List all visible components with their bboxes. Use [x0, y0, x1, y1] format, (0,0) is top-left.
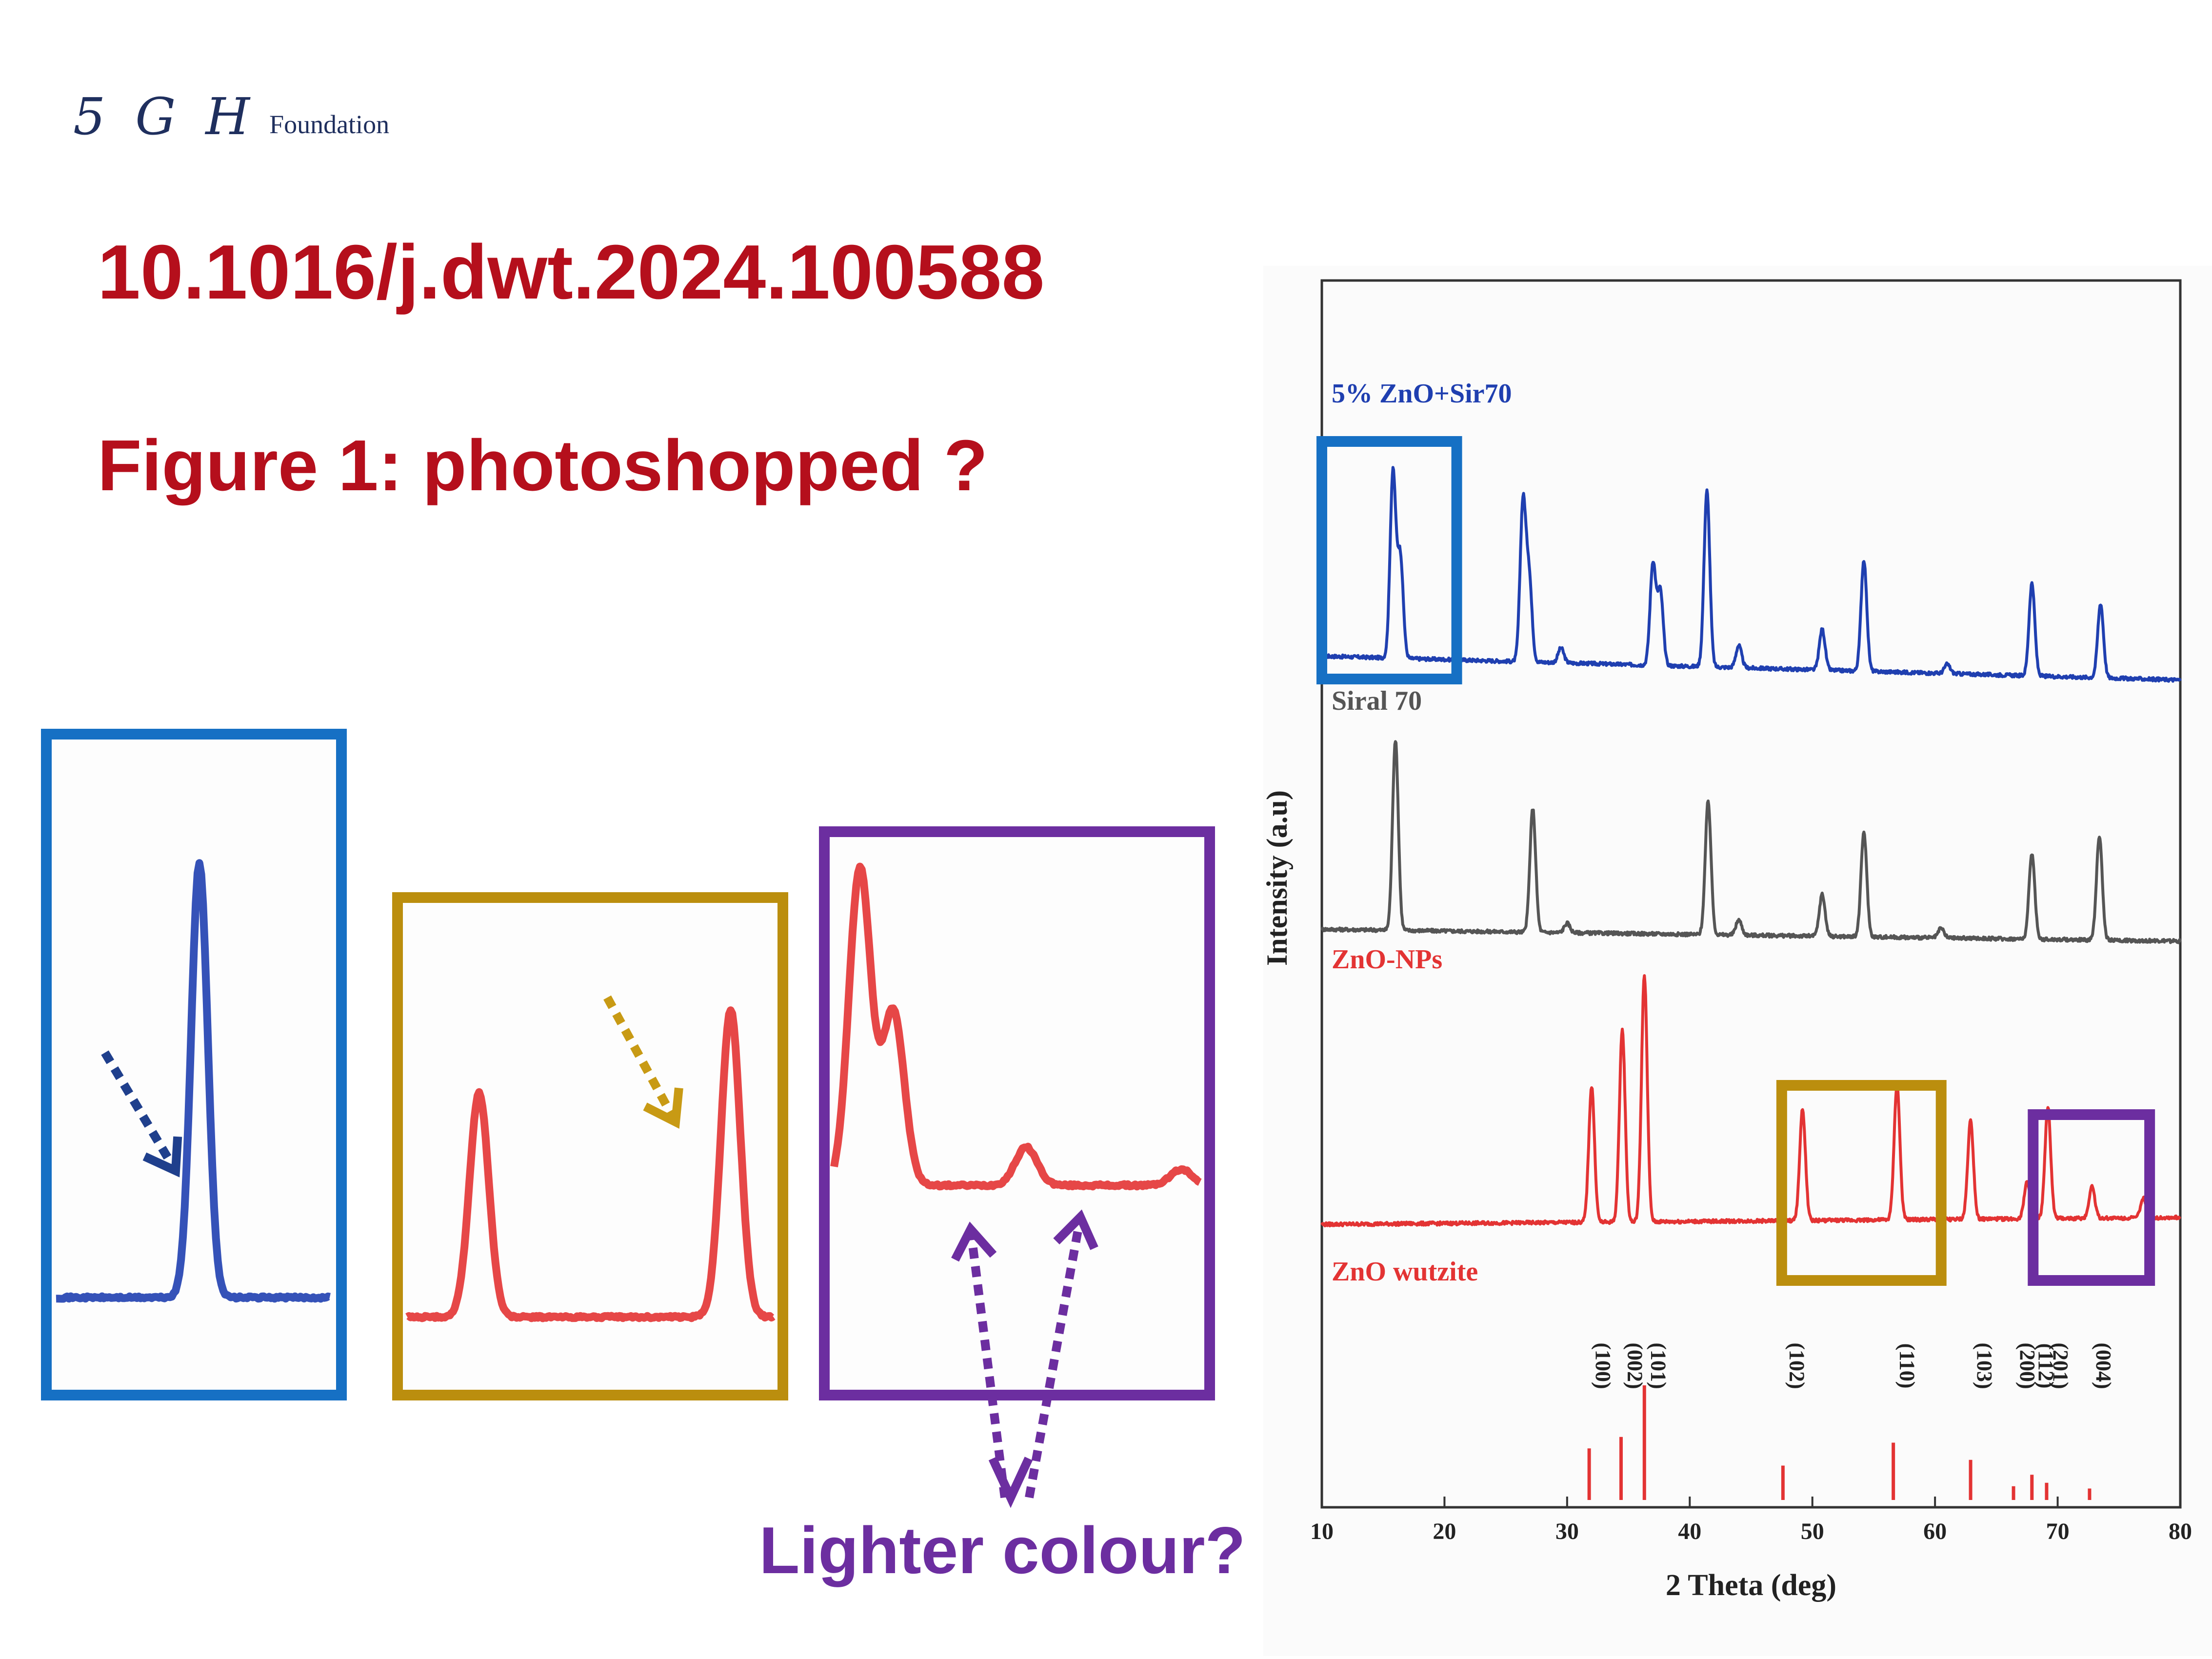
highlight-box-gold: [1776, 1080, 1947, 1286]
x-tick-label: 30: [1555, 1519, 1579, 1544]
hkl-label: (201): [2049, 1342, 2073, 1389]
series-label: 5% ZnO+Sir70: [1332, 379, 1512, 409]
logo-mark: 5 G H: [73, 87, 257, 146]
hkl-label: (103): [1973, 1342, 1996, 1389]
chart-background: [1263, 266, 2212, 1656]
zoom-line-purple: [830, 862, 1202, 1191]
hkl-label: (102): [1785, 1342, 1809, 1389]
purple-arrow-right-head: [1053, 1209, 1098, 1250]
hkl-label: (200): [2015, 1342, 2039, 1389]
x-tick-label: 10: [1310, 1519, 1334, 1544]
gold-arrow-head: [643, 1087, 683, 1129]
hkl-label: (002): [1623, 1342, 1647, 1389]
series-label: ZnO-NPs: [1332, 944, 1442, 975]
hkl-label: (101): [1646, 1342, 1670, 1389]
highlight-box-blue: [1316, 436, 1462, 684]
purple-arrow-left-shaft: [966, 1228, 1009, 1499]
series-line-siral70: [1320, 740, 2182, 944]
plot-frame: [1320, 279, 2182, 1509]
x-tick-label: 60: [1923, 1519, 1947, 1544]
x-axis-label: 2 Theta (deg): [1666, 1569, 1836, 1602]
purple-arrow-right-shaft: [1025, 1216, 1085, 1499]
blue-arrow-head: [142, 1136, 182, 1178]
figure-title: Figure 1: photoshopped ?: [98, 425, 988, 506]
highlight-box-purple: [2028, 1109, 2155, 1286]
doi-title: 10.1016/j.dwt.2024.100588: [98, 229, 1045, 315]
logo: 5 G H Foundation: [73, 78, 389, 146]
x-tick-label: 70: [2046, 1519, 2070, 1544]
blue-arrow-shaft: [101, 1050, 179, 1173]
hkl-label: (110): [1895, 1343, 1919, 1389]
series-line-zno-sir70: [1321, 466, 2182, 683]
gold-arrow-shaft: [603, 995, 679, 1124]
x-tick-label: 50: [1801, 1519, 1824, 1544]
hkl-label: (112): [2034, 1343, 2058, 1389]
zoom-line-blue: [54, 859, 332, 1303]
x-tick-label: 40: [1678, 1519, 1701, 1544]
series-label: Siral 70: [1332, 686, 1422, 716]
logo-text: Foundation: [269, 110, 390, 139]
callout-text: Lighter colour?: [759, 1513, 1245, 1587]
purple-arrow-left-head: [951, 1221, 997, 1262]
zoom-panel-gold: [392, 892, 788, 1400]
y-axis-label: Intensity (a.u): [1261, 790, 1293, 966]
purple-arrow-tail: [988, 1457, 1033, 1508]
x-tick-label: 20: [1433, 1519, 1456, 1544]
zoom-panel-blue: [41, 729, 347, 1400]
hkl-label: (004): [2092, 1342, 2115, 1389]
zoom-panel-purple: [819, 826, 1215, 1400]
zoom-line-gold: [405, 1006, 776, 1322]
reference-label: ZnO wutzite: [1332, 1257, 1478, 1287]
x-tick-label: 80: [2169, 1519, 2192, 1544]
hkl-label: (100): [1591, 1342, 1615, 1389]
